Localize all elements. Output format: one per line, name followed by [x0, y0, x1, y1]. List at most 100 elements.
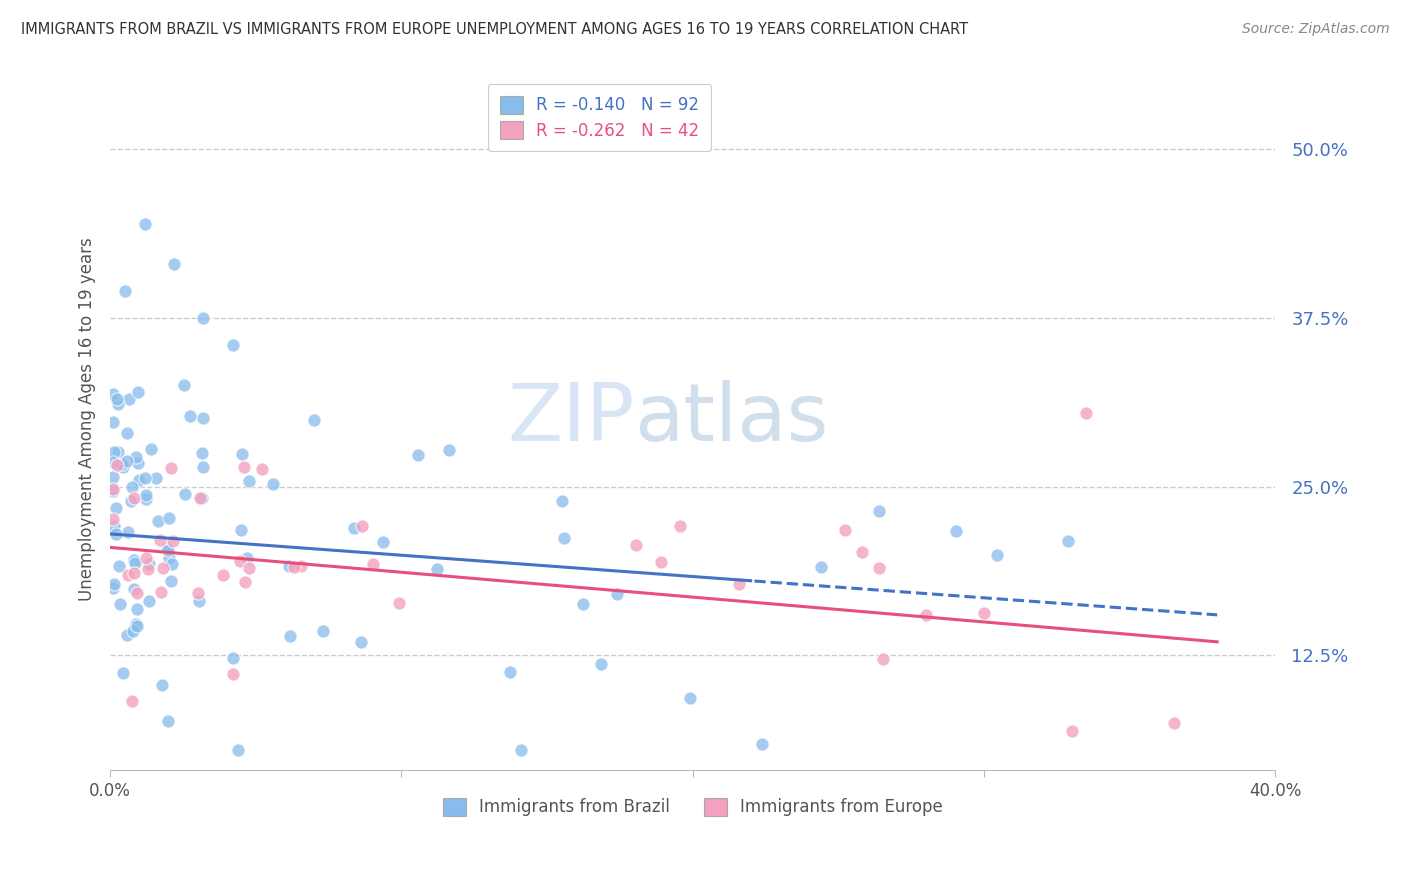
Point: [191, 446, 214, 460]
Point: [103, 445, 125, 459]
Point: [108, 559, 131, 574]
Point: [302, 413, 325, 427]
Point: [231, 448, 253, 462]
Point: [127, 586, 149, 600]
Point: [111, 459, 134, 474]
Point: [591, 657, 613, 671]
Point: [278, 558, 301, 573]
Point: [101, 469, 124, 483]
Point: [1074, 405, 1097, 419]
Point: [498, 665, 520, 680]
Point: [105, 527, 128, 541]
Point: [509, 743, 531, 757]
Point: [868, 504, 890, 518]
Point: [191, 411, 214, 425]
Point: [650, 555, 672, 569]
Point: [121, 480, 143, 494]
Point: [141, 442, 163, 456]
Point: [138, 557, 160, 571]
Point: [149, 533, 172, 548]
Point: [103, 577, 125, 591]
Point: [810, 560, 832, 574]
Point: [145, 471, 167, 485]
Point: [191, 491, 214, 505]
Point: [1163, 715, 1185, 730]
Point: [439, 442, 461, 457]
Point: [114, 284, 136, 298]
Point: [388, 596, 411, 610]
Point: [283, 560, 305, 574]
Point: [350, 635, 373, 649]
Point: [188, 491, 211, 505]
Point: [111, 457, 134, 471]
Point: [117, 567, 139, 582]
Point: [134, 471, 156, 485]
Text: IMMIGRANTS FROM BRAZIL VS IMMIGRANTS FROM EUROPE UNEMPLOYMENT AMONG AGES 16 TO 1: IMMIGRANTS FROM BRAZIL VS IMMIGRANTS FRO…: [21, 22, 969, 37]
Point: [122, 553, 145, 567]
Point: [108, 597, 131, 611]
Point: [115, 454, 138, 468]
Point: [262, 477, 284, 491]
Point: [120, 494, 142, 508]
Point: [111, 665, 134, 680]
Point: [679, 691, 702, 706]
Point: [872, 652, 894, 666]
Point: [118, 392, 141, 406]
Point: [125, 450, 148, 465]
Point: [728, 576, 751, 591]
Point: [1057, 534, 1080, 549]
Point: [121, 624, 143, 638]
Point: [851, 544, 873, 558]
Point: [124, 491, 146, 506]
Point: [669, 519, 692, 533]
Text: ZIP: ZIP: [508, 380, 634, 458]
Point: [134, 217, 156, 231]
Point: [221, 338, 243, 352]
Point: [135, 550, 157, 565]
Point: [107, 397, 129, 411]
Point: [128, 473, 150, 487]
Point: [124, 556, 146, 570]
Point: [212, 568, 235, 582]
Point: [122, 566, 145, 580]
Point: [138, 562, 160, 576]
Point: [115, 426, 138, 441]
Point: [105, 392, 128, 407]
Point: [229, 554, 252, 568]
Point: [915, 607, 938, 622]
Point: [222, 667, 245, 681]
Point: [986, 548, 1008, 562]
Point: [127, 456, 149, 470]
Point: [157, 511, 180, 525]
Point: [426, 562, 449, 576]
Point: [238, 561, 260, 575]
Point: [945, 524, 967, 538]
Point: [343, 521, 366, 535]
Y-axis label: Unemployment Among Ages 16 to 19 years: Unemployment Among Ages 16 to 19 years: [79, 237, 96, 601]
Point: [122, 582, 145, 597]
Point: [157, 542, 180, 557]
Text: atlas: atlas: [634, 380, 830, 458]
Point: [101, 482, 124, 496]
Point: [408, 448, 430, 462]
Point: [250, 462, 273, 476]
Point: [1060, 724, 1083, 739]
Point: [101, 455, 124, 469]
Point: [152, 561, 174, 575]
Point: [193, 311, 215, 326]
Point: [150, 585, 173, 599]
Point: [163, 257, 186, 271]
Point: [187, 586, 209, 600]
Point: [173, 378, 195, 392]
Point: [160, 574, 183, 588]
Point: [278, 629, 301, 643]
Point: [290, 558, 312, 573]
Point: [107, 445, 129, 459]
Point: [101, 387, 124, 401]
Point: [173, 487, 195, 501]
Point: [232, 459, 254, 474]
Point: [973, 606, 995, 620]
Point: [350, 519, 373, 533]
Point: [606, 586, 628, 600]
Point: [138, 594, 160, 608]
